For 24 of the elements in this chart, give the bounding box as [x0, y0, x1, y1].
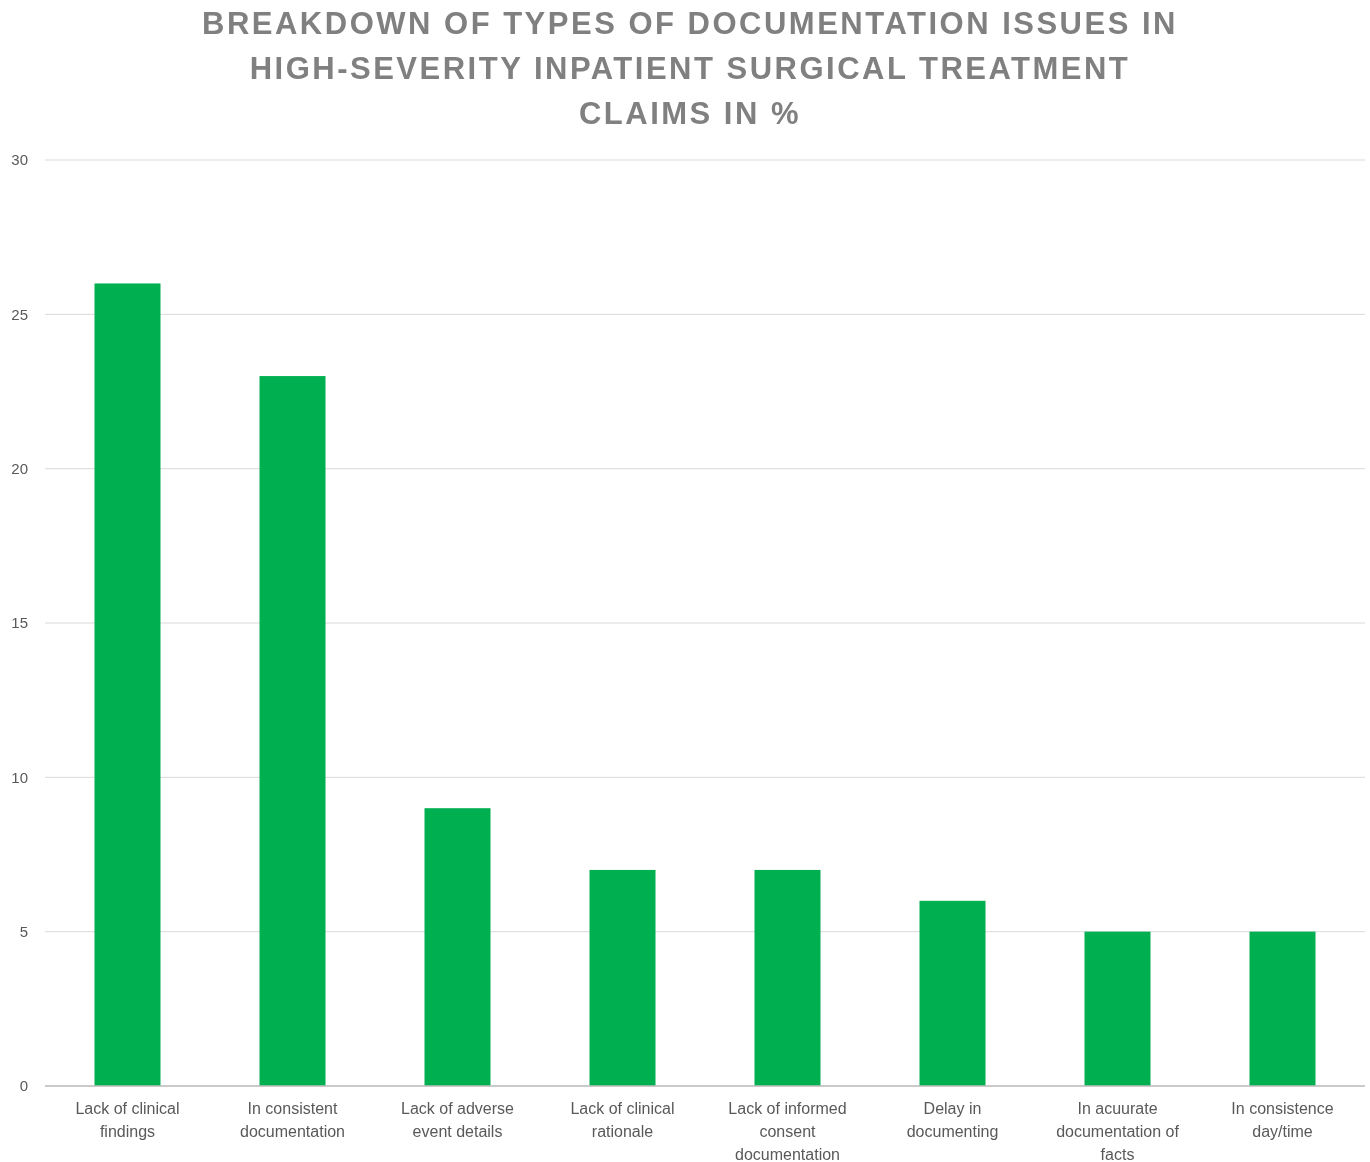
- x-tick-label: Lack of clinical findings: [75, 1100, 180, 1140]
- x-tick-label: Lack of clinical rationale: [570, 1100, 675, 1140]
- y-tick-label: 30: [11, 151, 28, 169]
- bar: [589, 869, 656, 1086]
- bar: [259, 376, 326, 1086]
- bar: [424, 808, 491, 1086]
- bar: [1249, 931, 1316, 1086]
- x-tick-label: Delay in documenting: [906, 1100, 999, 1140]
- y-tick-label: 10: [11, 768, 28, 786]
- y-tick-label: 25: [11, 305, 28, 323]
- x-tick-label: Lack of adverse event details: [401, 1100, 515, 1140]
- x-tick-label: In acuurate documentation of facts: [1056, 1100, 1180, 1162]
- bar: [919, 900, 986, 1086]
- bar: [1084, 931, 1151, 1086]
- y-tick-label: 15: [11, 614, 28, 632]
- bar: [94, 283, 161, 1086]
- y-tick-label: 20: [11, 459, 28, 477]
- x-tick-label: In consistent documentation: [240, 1100, 345, 1140]
- bar: [754, 869, 821, 1086]
- y-tick-label: 0: [19, 1077, 28, 1095]
- chart-title: BREAKDOWN OF TYPES OF DOCUMENTATION ISSUES IN HIGH-SEVERITY INPATIENT SURGICAL TREATMENT CLAIMS IN %: [202, 6, 1178, 131]
- y-tick-label: 5: [19, 922, 28, 940]
- x-tick-label: Lack of informed consent documentation: [728, 1100, 847, 1162]
- x-tick-label: In consistence day/time: [1231, 1100, 1334, 1140]
